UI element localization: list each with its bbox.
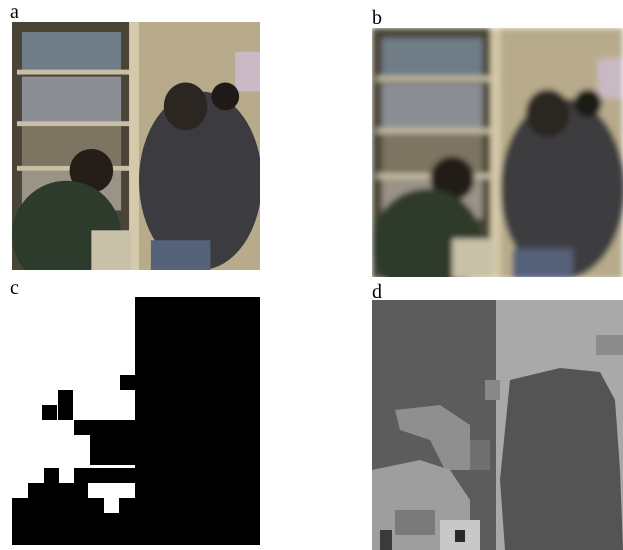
image-segmentation [372, 300, 623, 550]
figure-canvas: a b c d [0, 0, 623, 550]
image-mask [12, 297, 260, 545]
panel-label: b [372, 7, 382, 29]
image-original [12, 22, 262, 290]
panel-label: d [372, 281, 382, 303]
figure: a b c d [0, 0, 623, 550]
panel-label: c [10, 277, 19, 299]
image-blurred [372, 28, 623, 299]
panel-label: a [10, 1, 19, 23]
